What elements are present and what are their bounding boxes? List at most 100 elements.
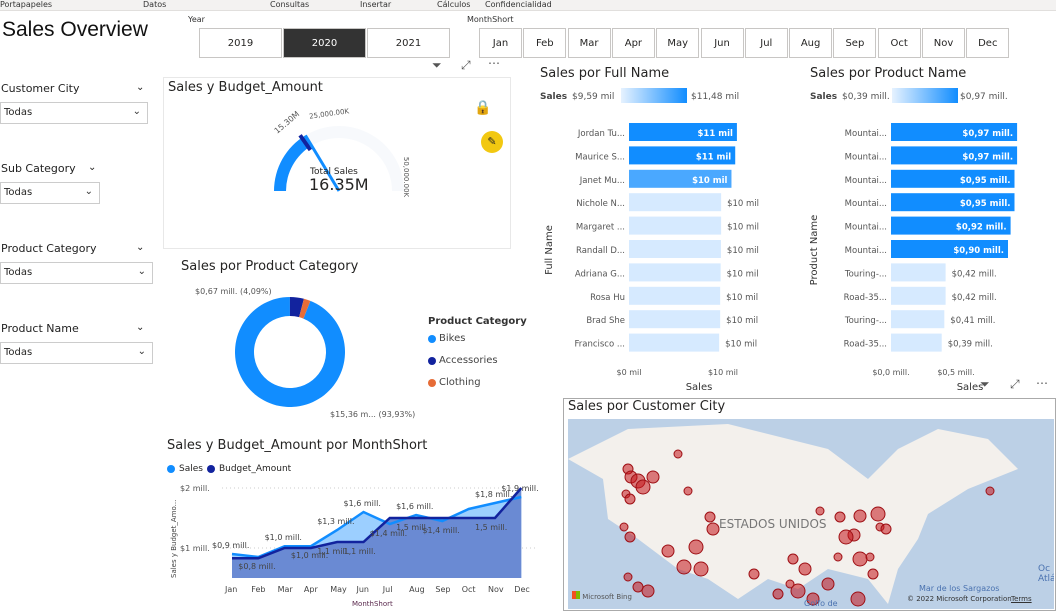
bing-logo: Microsoft Bing (572, 591, 632, 601)
map-city-dot (833, 552, 843, 562)
filter-dropdown-3[interactable]: Todas ⌄ (0, 342, 153, 364)
map-city-dot (661, 544, 675, 558)
year-button-2021[interactable]: 2021 (367, 28, 450, 58)
category-label: Nichole N... (576, 199, 625, 209)
chevron-down-icon: ⌄ (137, 266, 146, 277)
map-city-dot (646, 470, 660, 484)
bar (629, 193, 722, 212)
filter-dropdown-2[interactable]: Todas ⌄ (0, 262, 153, 284)
map-city-dot (632, 581, 644, 593)
data-label: $0,8 mill. (238, 562, 275, 571)
donut-legend-item[interactable]: Bikes (428, 333, 465, 344)
filter-icon[interactable]: ⏷ (432, 58, 442, 72)
x-tick-label: Aug (409, 585, 425, 594)
page-title: Sales Overview (2, 18, 148, 41)
ribbon-insertar[interactable]: Insertar (360, 0, 392, 9)
month-button-jan[interactable]: Jan (479, 28, 522, 58)
filter-collapse-icon[interactable]: ⌄ (136, 82, 145, 93)
filter-value: Todas (4, 267, 33, 278)
ribbon-calculos[interactable]: Cálculos (437, 0, 471, 9)
legend-budget[interactable]: Budget_Amount (218, 464, 292, 474)
map-city-dot (623, 572, 633, 582)
gauge-needle (304, 134, 341, 192)
data-label: $1,9 mill. (501, 484, 538, 493)
ribbon-consultas[interactable]: Consultas (270, 0, 310, 9)
donut-label-accessories: $0,67 mill. (4,09%) (195, 287, 272, 296)
line-title: Sales y Budget_Amount por MonthShort (167, 438, 428, 453)
ribbon-confidencialidad[interactable]: Confidencialidad (485, 0, 552, 9)
gauge-chart (274, 126, 404, 192)
data-label: $11 mil (696, 152, 731, 162)
x-axis-title: MonthShort (352, 600, 393, 608)
x-tick-label: Oct (462, 585, 476, 594)
donut-chart[interactable] (160, 280, 540, 430)
line-chart[interactable]: $1 mill. $2 mill. $0,9 mill. $0,8 mill. $1,0… (160, 478, 540, 614)
category-label: Road-35... (844, 293, 887, 303)
data-label: $11 mil (698, 129, 733, 139)
bar (629, 169, 732, 188)
filter-collapse-icon[interactable]: ⌄ (88, 162, 97, 173)
map-visual[interactable]: Sales por Customer City ESTADOS UNIDOS M… (563, 398, 1056, 611)
month-button-mar[interactable]: Mar (567, 28, 611, 58)
data-label: 1,1 mill. (344, 547, 376, 556)
filter-value: Todas (4, 107, 33, 118)
map-city-dot (853, 509, 867, 523)
bar-filter-icon[interactable]: ⏷ (980, 377, 990, 391)
data-label: $0,42 mill. (952, 269, 997, 279)
bar (629, 216, 722, 235)
map-city-dot (704, 511, 716, 523)
bar-more-icon[interactable]: ⋯ (1036, 376, 1048, 390)
map-canvas[interactable] (568, 419, 1054, 609)
month-button-nov[interactable]: Nov (922, 28, 965, 58)
category-label: Mountai... (845, 246, 887, 256)
filter-collapse-icon[interactable]: ⌄ (136, 242, 145, 253)
sales-line (231, 495, 522, 559)
month-button-may[interactable]: May (656, 28, 700, 58)
product-name-bar-chart[interactable]: Sales por Product Name Sales $0,39 mill. $0… (800, 60, 1056, 400)
data-label: $0,92 mill. (956, 223, 1007, 233)
x-axis-title: Sales (957, 382, 984, 393)
legend-sales[interactable]: Sales (179, 464, 203, 474)
full-name-bar-chart[interactable]: Sales por Full Name Sales $9,59 mil $11,48 … (530, 60, 790, 400)
donut-title: Sales por Product Category (181, 259, 359, 274)
filter-dropdown-0[interactable]: Todas ⌄ (0, 102, 148, 124)
month-button-aug[interactable]: Aug (789, 28, 833, 58)
more-options-icon[interactable]: ⋯ (488, 56, 500, 70)
y-axis-title: Full Name (544, 225, 555, 275)
gauge-visual[interactable]: Sales y Budget_Amount Total Sales 16.35M… (163, 77, 511, 249)
lock-icon[interactable]: 🔒 (474, 100, 492, 116)
month-button-jun[interactable]: Jun (700, 28, 744, 58)
year-button-2019[interactable]: 2019 (199, 28, 282, 58)
filter-collapse-icon[interactable]: ⌄ (136, 322, 145, 333)
month-button-sep[interactable]: Sep (833, 28, 877, 58)
bar-focus-icon[interactable]: ⤢ (1010, 377, 1020, 391)
focus-mode-icon[interactable]: ⤢ (461, 58, 471, 72)
line-legend: Sales Budget_Amount (167, 464, 291, 474)
map-city-dot (821, 577, 835, 591)
pencil-icon[interactable]: ✎ (481, 131, 503, 153)
bar (629, 286, 721, 305)
legend-max: $11,48 mil (691, 92, 739, 102)
month-button-jul[interactable]: Jul (744, 28, 788, 58)
chevron-down-icon: ⌄ (137, 346, 146, 357)
donut-legend-item[interactable]: Clothing (428, 377, 481, 388)
bar (629, 263, 721, 282)
category-label: Francisco ... (574, 340, 625, 350)
month-button-dec[interactable]: Dec (966, 28, 1010, 58)
month-button-apr[interactable]: Apr (611, 28, 655, 58)
legend-marker (428, 378, 436, 387)
ribbon-datos[interactable]: Datos (143, 0, 167, 9)
map-title: Sales por Customer City (568, 399, 726, 414)
donut-legend-item[interactable]: Accessories (428, 355, 498, 366)
gauge-value-label: Total Sales (310, 167, 358, 177)
y-tick-label: $1 mill. (180, 544, 210, 553)
x-tick-label: Jan (224, 585, 237, 594)
map-terms-link[interactable]: Terms (1011, 595, 1032, 603)
year-button-2020[interactable]: 2020 (283, 28, 366, 58)
month-button-oct[interactable]: Oct (877, 28, 921, 58)
map-city-dot (748, 568, 760, 580)
ribbon-portapapeles[interactable]: Portapapeles (0, 0, 53, 9)
filter-dropdown-1[interactable]: Todas ⌄ (0, 182, 100, 204)
month-button-feb[interactable]: Feb (523, 28, 567, 58)
legend-min: $0,39 mill. (842, 92, 890, 102)
